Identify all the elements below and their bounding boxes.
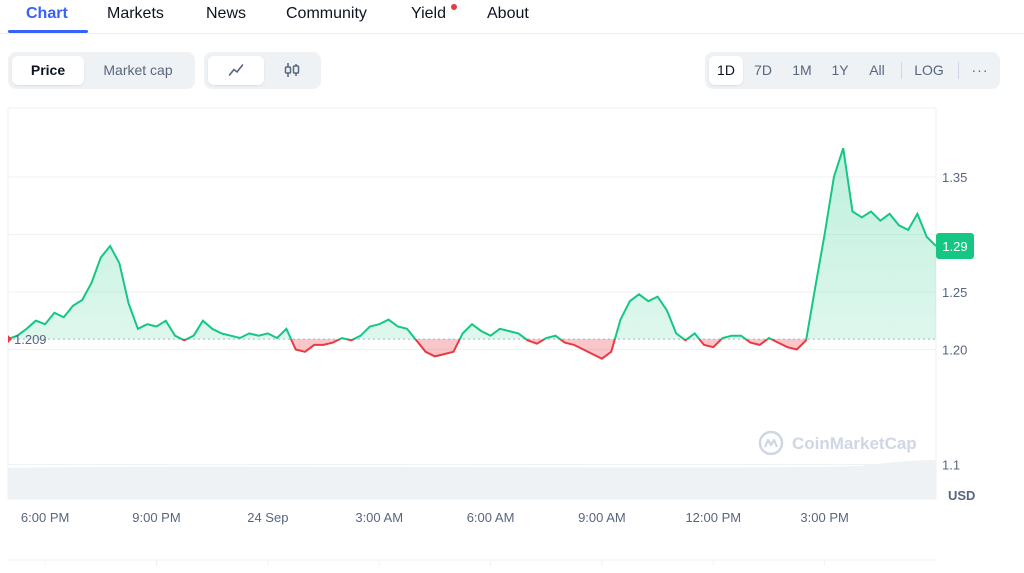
current-price-badge: 1.29 [936,233,974,259]
y-tick-label: 1.20 [942,343,967,358]
tab-community[interactable]: Community [286,5,367,22]
coinmarketcap-logo-icon [758,430,784,456]
price-button[interactable]: Price [12,56,84,85]
more-options-button[interactable]: ··· [971,62,989,78]
range-divider [901,62,902,79]
metric-toggle: Price Market cap [8,52,195,89]
range-selector: 1D 7D 1M 1Y All LOG ··· [705,52,1000,89]
range-all-button[interactable]: All [869,62,885,78]
x-tick-label: 3:00 PM [800,510,848,525]
chart-type-toggle [204,52,321,89]
current-price-label: 1.29 [942,239,967,254]
tab-news[interactable]: News [206,5,247,22]
range-7d-button[interactable]: 7D [754,62,772,78]
watermark: CoinMarketCap [758,430,917,456]
tab-chart[interactable]: Chart [26,5,68,22]
range-1m-button[interactable]: 1M [792,62,812,78]
y-axis-ticks: 1.35 1.25 1.20 1.1 [942,170,967,473]
price-line-down [8,339,808,360]
grid-lines [8,176,936,465]
x-tick-label: 24 Sep [247,510,288,525]
watermark-text: CoinMarketCap [792,434,917,453]
range-1d-button[interactable]: 1D [709,56,743,85]
y-tick-label: 1.25 [942,285,967,300]
candlestick-button[interactable] [266,56,318,85]
tab-yield[interactable]: Yield [411,5,446,22]
range-1y-button[interactable]: 1Y [831,62,849,78]
tab-about[interactable]: About [487,5,529,22]
x-axis-ticks: 6:00 PM 9:00 PM 24 Sep 3:00 AM 6:00 AM 9:00 A… [21,510,849,566]
price-line-up [7,147,937,340]
tab-markets[interactable]: Markets [107,5,164,22]
baseline-label: 1.209 [14,332,47,347]
currency-label: USD [948,488,975,503]
x-tick-label: 9:00 PM [132,510,180,525]
top-nav: Chart Markets News Community Yield About [0,0,1024,34]
market-cap-button[interactable]: Market cap [103,62,173,78]
x-tick-label: 6:00 AM [467,510,515,525]
range-divider [958,62,959,79]
log-scale-button[interactable]: LOG [914,62,944,78]
area-below-baseline [181,339,807,359]
x-tick-label: 12:00 PM [685,510,741,525]
area-above-baseline [8,148,936,340]
active-tab-indicator [8,30,88,33]
volume-area [8,460,936,499]
candlestick-icon [284,63,300,77]
y-tick-label: 1.1 [942,458,960,473]
baseline-marker: 1.209 [8,332,47,347]
x-tick-label: 9:00 AM [578,510,626,525]
yield-notification-dot [451,4,457,10]
x-tick-label: 6:00 PM [21,510,69,525]
baseline-arrow-icon [8,335,12,344]
price-chart: 1.209 1.35 1.25 1.20 1.1 1.29 CoinMarketCap… [7,107,975,566]
line-chart-icon [228,64,244,76]
x-tick-label: 3:00 AM [355,510,403,525]
y-tick-label: 1.35 [942,170,967,185]
line-chart-button[interactable] [208,56,264,85]
